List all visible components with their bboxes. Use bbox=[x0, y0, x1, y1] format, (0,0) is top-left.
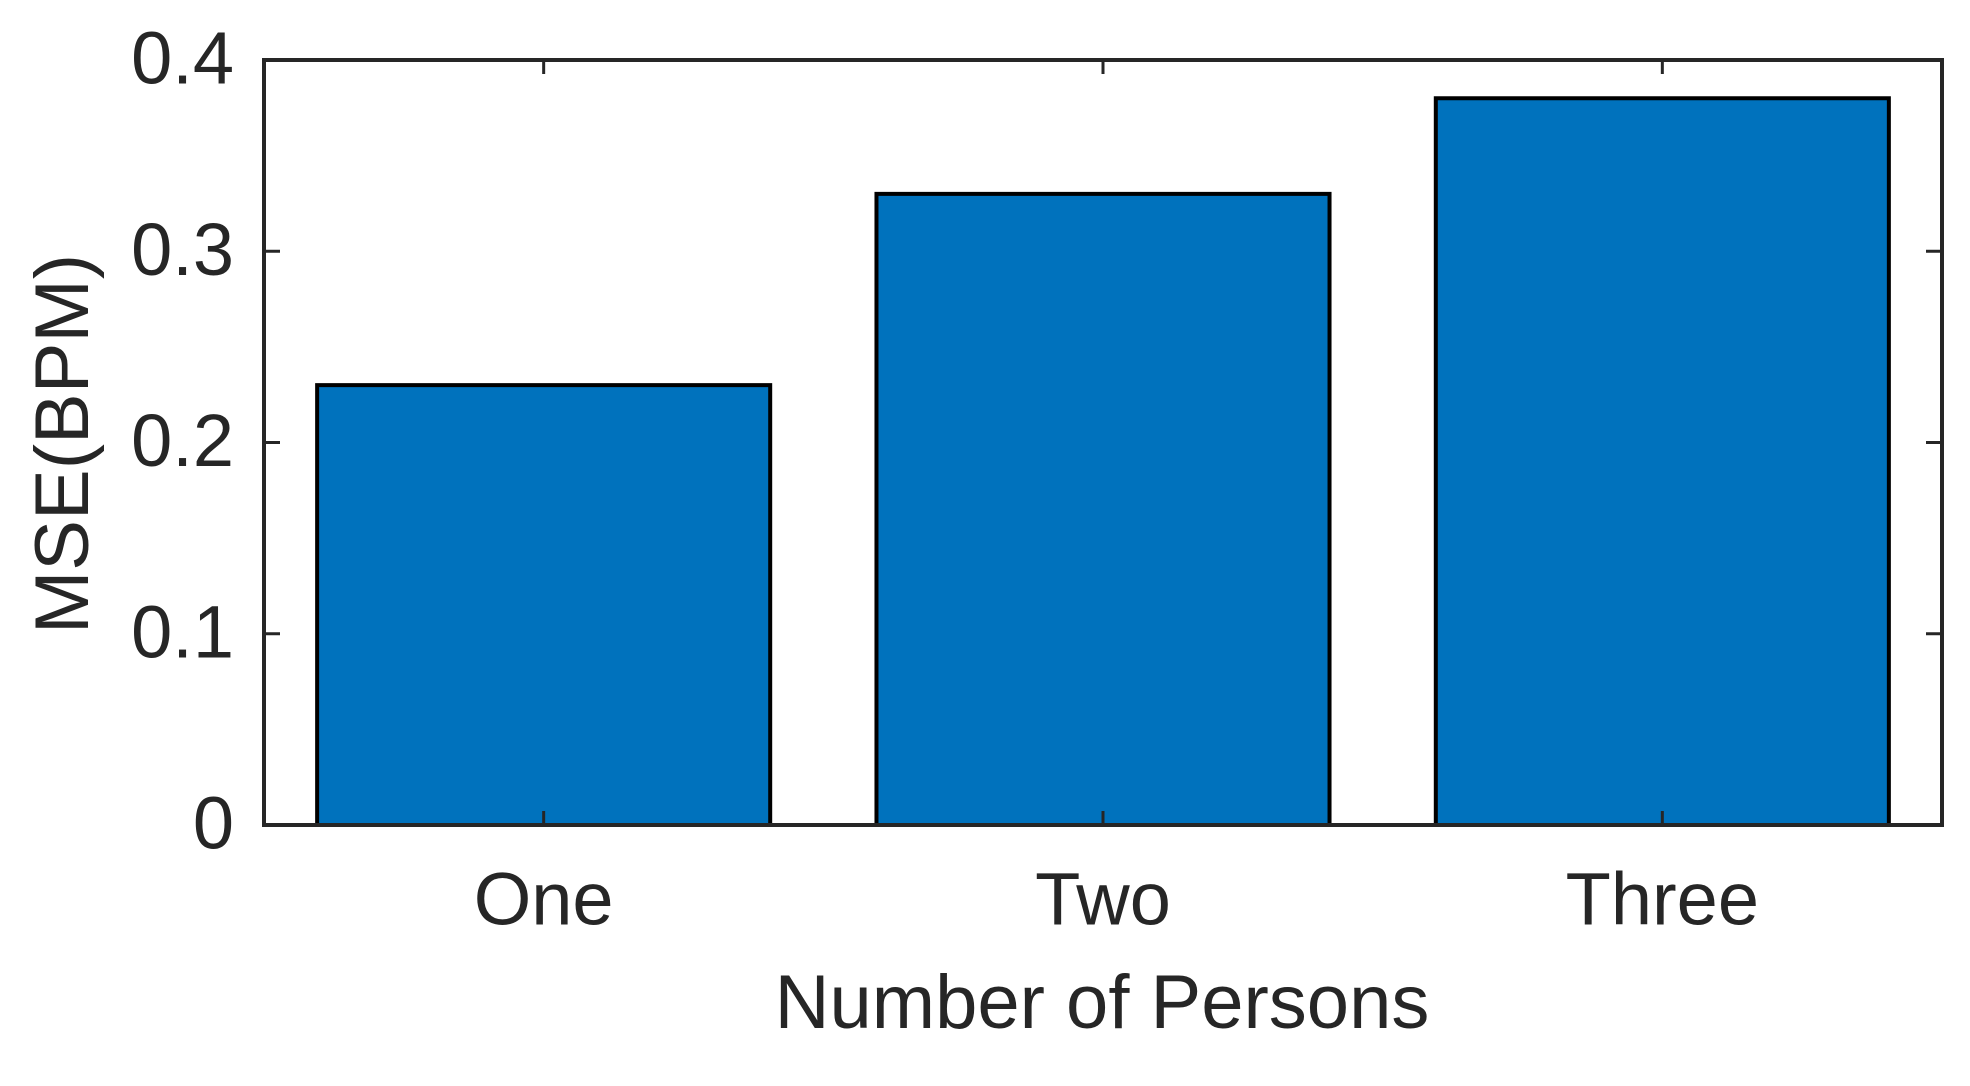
bar bbox=[874, 191, 1332, 827]
y-tick-label: 0.3 bbox=[131, 208, 234, 291]
y-tick-label: 0.4 bbox=[131, 17, 234, 100]
y-tick-label: 0.1 bbox=[131, 590, 234, 673]
bar bbox=[1433, 96, 1891, 827]
x-tick-label: Two bbox=[1035, 858, 1171, 941]
plot-frame bbox=[262, 58, 1944, 827]
x-tick-label: Three bbox=[1566, 858, 1759, 941]
y-tick-label: 0.2 bbox=[131, 399, 234, 482]
x-tick-label: One bbox=[474, 858, 614, 941]
x-axis-title: Number of Persons bbox=[775, 960, 1430, 1045]
y-axis-title: MSE(BPM) bbox=[20, 254, 105, 634]
bar bbox=[315, 383, 773, 827]
y-tick-label: 0 bbox=[193, 782, 234, 865]
